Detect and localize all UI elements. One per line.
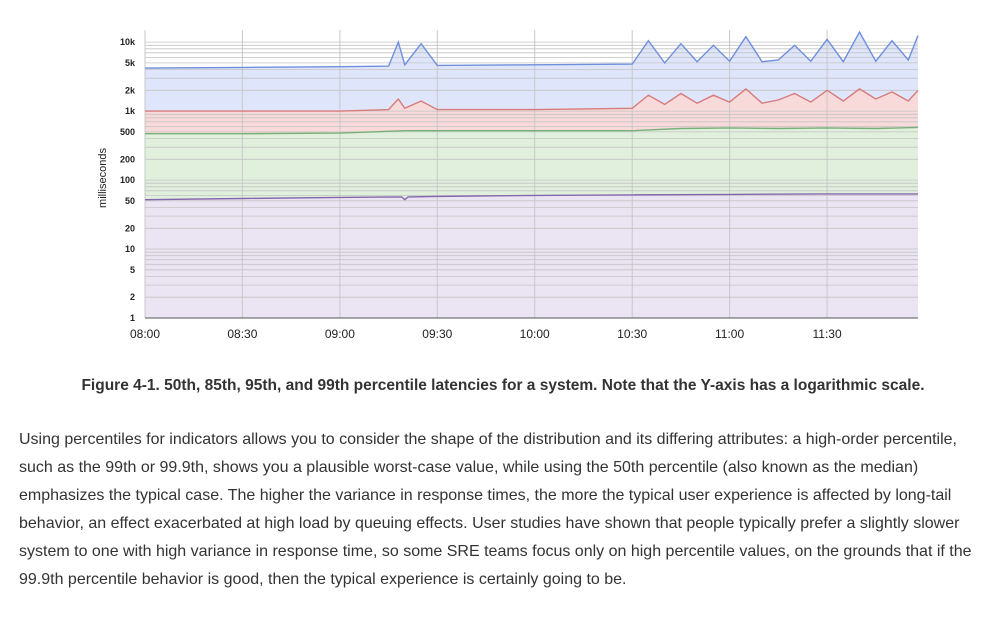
x-tick-label-7: 11:00 (715, 327, 744, 341)
x-tick-label-2: 08:30 (227, 327, 257, 341)
series-1-line (144, 30, 919, 69)
series-3-line (145, 126, 919, 135)
series-areas (145, 32, 918, 319)
y-tick-label-1: 1 (130, 313, 135, 323)
figure-caption: Figure 4-1. 50th, 85th, 95th, and 99th p… (81, 377, 925, 394)
horizontal-gridlines (145, 41, 918, 319)
y-tick-label-8: 200 (120, 154, 135, 164)
y-axis-label: milliseconds (97, 148, 109, 208)
y-tick-label-7: 100 (120, 175, 135, 185)
y-tick-label-4: 10 (125, 244, 135, 254)
y-tick-label-6: 50 (125, 196, 135, 206)
y-tick-label-10: 1k (125, 106, 136, 116)
y-tick-label-11: 2k (125, 85, 136, 95)
x-tick-label-3: 09:00 (325, 327, 355, 341)
series-2-line (145, 87, 919, 112)
latency-chart: 1 2 5 10 20 50 100 200 500 1k 2k 5k 10k 08:00 08:30 09… (97, 30, 919, 341)
x-tick-label-5: 10:00 (520, 327, 550, 341)
y-tick-label-3: 5 (130, 265, 135, 275)
y-tick-label-9: 500 (120, 127, 135, 137)
y-tick-label-5: 20 (125, 223, 135, 233)
body-paragraph: Using percentiles for indicators allows … (19, 431, 972, 588)
y-tick-label-13: 10k (120, 37, 136, 47)
series-lines (144, 30, 919, 319)
y-tick-label-12: 5k (125, 58, 136, 68)
series-4-line (144, 193, 918, 201)
x-tick-label-4: 09:30 (422, 327, 452, 341)
y-axis-ticks: 1 2 5 10 20 50 100 200 500 1k 2k 5k 10k (120, 37, 136, 323)
x-tick-label-6: 10:30 (617, 327, 647, 341)
x-tick-label-8: 11:30 (813, 327, 842, 341)
x-tick-label-1: 08:00 (130, 327, 160, 341)
y-tick-label-2: 2 (130, 292, 135, 302)
x-axis-ticks: 08:00 08:30 09:00 09:30 10:00 10:30 11:00 11:30 (130, 327, 842, 341)
